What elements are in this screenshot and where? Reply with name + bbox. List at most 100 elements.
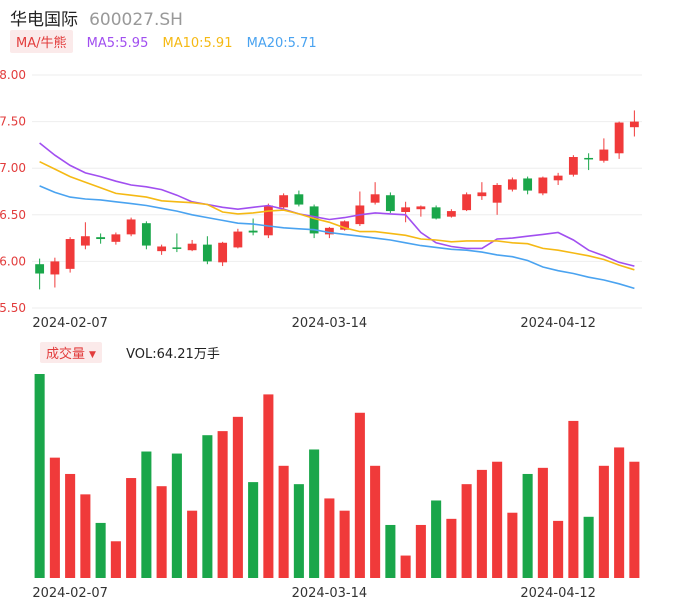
volume-bar: [354, 412, 365, 578]
candle-body: [50, 261, 60, 275]
volume-bar: [629, 461, 640, 578]
ma10-line: [39, 160, 635, 271]
candle-body: [172, 247, 182, 249]
volume-bar: [476, 469, 487, 578]
volume-bar: [568, 420, 579, 578]
volume-bar: [34, 374, 45, 578]
ma5-line: [39, 142, 635, 267]
candle-body: [309, 206, 319, 234]
y-tick-label: 8.00: [0, 68, 26, 82]
candle-body: [431, 207, 441, 219]
candle-body: [462, 194, 472, 211]
y-tick-label: 7.50: [0, 115, 26, 129]
volume-bar: [309, 449, 320, 578]
volume-bar: [293, 484, 304, 578]
volume-bar: [156, 486, 167, 578]
volume-bar: [278, 465, 289, 578]
volume-bar: [598, 465, 609, 578]
candle-body: [294, 194, 304, 205]
volume-value: VOL:64.21万手: [126, 347, 220, 362]
stock-name: 华电国际: [10, 10, 78, 30]
candle-body: [80, 236, 90, 246]
candle-body: [202, 244, 212, 262]
candle-body: [111, 234, 121, 242]
y-tick-label: 6.50: [0, 208, 26, 222]
candle-body: [507, 179, 517, 190]
y-tick-label: 7.00: [0, 161, 26, 175]
volume-bar: [95, 522, 106, 578]
x-tick-label: 2024-03-14: [292, 316, 368, 331]
candle-body: [553, 175, 563, 181]
ma20-label: MA20:5.71: [246, 36, 317, 51]
volume-bar: [339, 510, 350, 578]
volume-bar: [400, 555, 411, 578]
candle-body: [141, 223, 151, 246]
ma10-label: MA10:5.91: [162, 36, 233, 51]
ma-legend: MA/牛熊 MA5:5.95 MA10:5.91 MA20:5.71: [10, 30, 317, 54]
candle-body: [370, 194, 380, 203]
volume-legend: 成交量 ▼ VOL:64.21万手: [40, 342, 220, 363]
volume-bar: [415, 524, 426, 578]
candle-body: [401, 207, 411, 213]
volume-bar: [507, 512, 518, 578]
candle-body: [126, 219, 136, 235]
candle-body: [568, 157, 578, 175]
stock-code: 600027.SH: [89, 10, 183, 30]
volume-bar: [187, 510, 198, 578]
candle-body: [538, 177, 548, 194]
volume-bar: [461, 484, 472, 578]
volume-bar: [80, 494, 91, 578]
ma20-line: [39, 185, 635, 290]
volume-bar: [385, 524, 396, 578]
volume-selector-label: 成交量: [46, 347, 86, 362]
candle-body: [187, 243, 197, 251]
candle-body: [233, 231, 243, 248]
volume-bar: [537, 467, 548, 578]
y-tick-label: 5.50: [0, 301, 26, 315]
candle-body: [629, 121, 639, 128]
ma-selector-button[interactable]: MA/牛熊: [10, 30, 73, 53]
volume-indicator-selector[interactable]: 成交量 ▼: [40, 342, 102, 363]
candle-body: [157, 246, 167, 252]
volume-bar: [446, 518, 457, 578]
candle-body: [340, 221, 350, 230]
candle-body: [248, 230, 258, 233]
volume-bar: [126, 478, 137, 578]
volume-bar: [324, 498, 335, 578]
volume-bar: [370, 465, 381, 578]
x-tick-label: 2024-04-12: [520, 586, 596, 601]
volume-bar: [553, 520, 564, 578]
candle-body: [477, 192, 487, 197]
ma5-label: MA5:5.95: [86, 36, 149, 51]
volume-bar: [171, 453, 182, 578]
candle-body: [65, 239, 75, 269]
volume-bar: [110, 541, 121, 578]
candle-body: [385, 195, 395, 212]
candle-body: [218, 242, 228, 263]
volume-bar: [217, 431, 228, 578]
volume-bar: [232, 416, 243, 578]
candle-body: [263, 205, 273, 236]
volume-bar: [614, 447, 625, 578]
candle-body: [523, 178, 533, 191]
x-tick-label: 2024-02-07: [32, 316, 108, 331]
volume-bar: [431, 500, 442, 578]
candle-body: [584, 157, 594, 160]
candle-body: [599, 149, 609, 161]
candle-body: [446, 211, 456, 217]
volume-bar: [49, 457, 60, 578]
volume-bar: [522, 473, 533, 578]
volume-bar: [141, 451, 152, 578]
candle-body: [614, 122, 624, 154]
stock-title: 华电国际 600027.SH: [10, 5, 183, 30]
x-tick-label: 2024-02-07: [32, 586, 108, 601]
candle-body: [279, 195, 289, 208]
caret-down-icon: ▼: [89, 349, 96, 360]
x-tick-label: 2024-03-14: [292, 586, 368, 601]
volume-bar: [202, 435, 213, 578]
volume-bar: [492, 461, 503, 578]
y-tick-label: 6.00: [0, 254, 26, 268]
candle-body: [324, 227, 334, 235]
volume-bar: [248, 482, 259, 578]
